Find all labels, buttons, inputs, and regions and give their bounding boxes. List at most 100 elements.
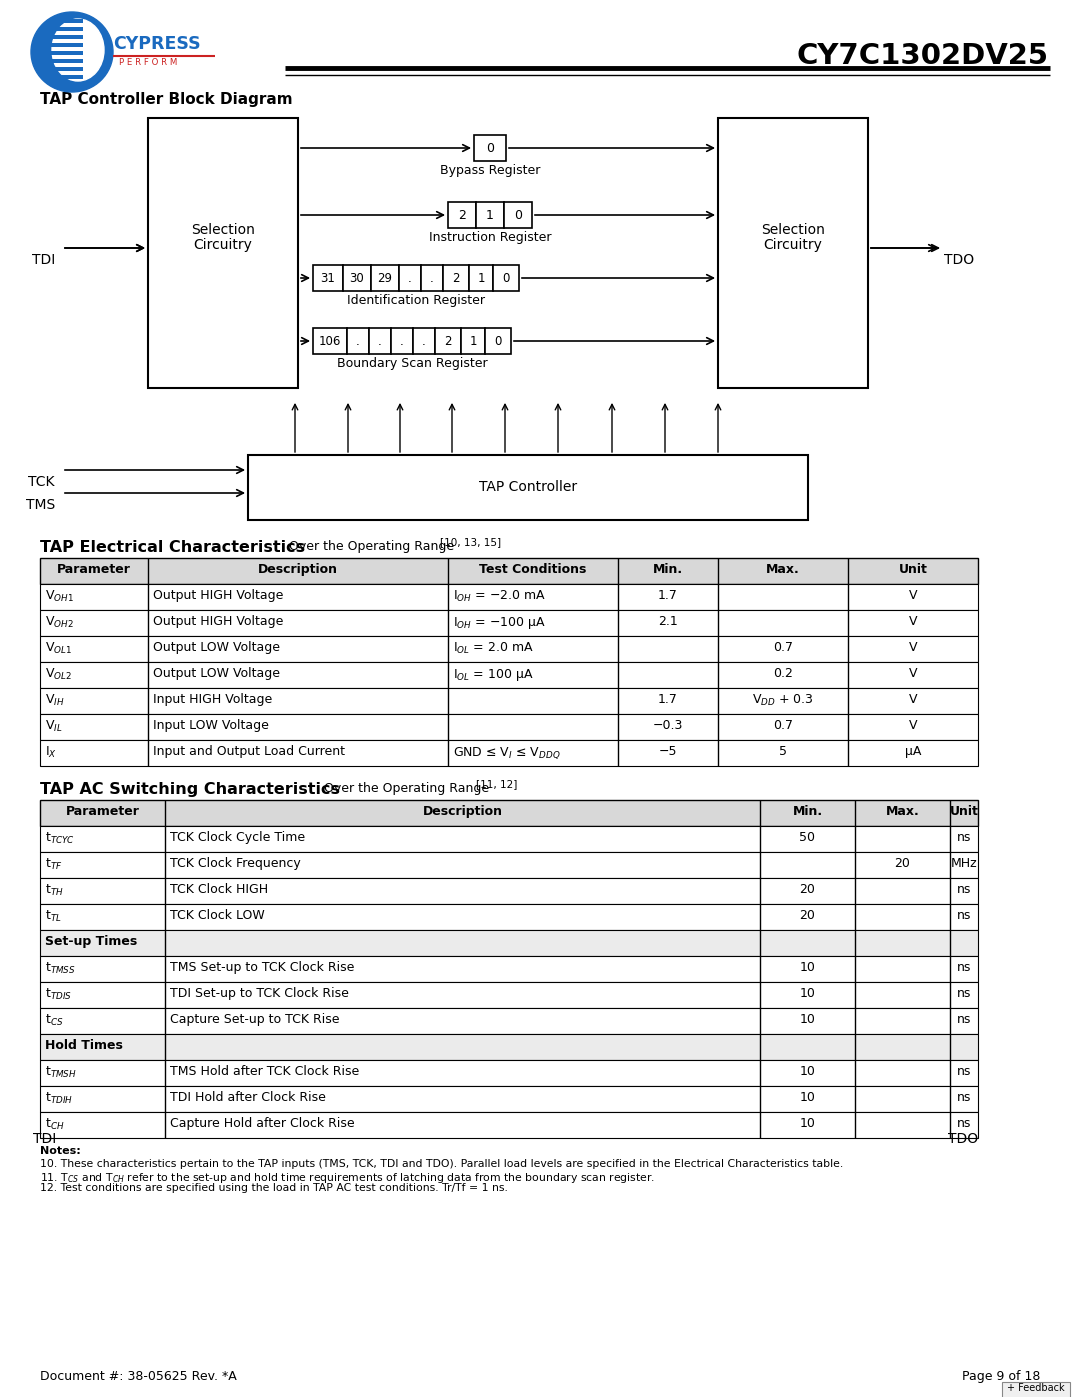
Text: 0: 0 [502,272,510,285]
Bar [40,610,978,636]
Bar [148,117,298,388]
Text: 1.7: 1.7 [658,693,678,705]
Text: 30: 30 [350,272,364,285]
Text: V: V [908,693,917,705]
Bar [48,20,83,22]
Text: 50: 50 [799,831,815,844]
Bar [48,43,83,47]
Text: TDO: TDO [944,253,974,267]
Text: V$_{OL1}$: V$_{OL1}$ [45,641,72,657]
Text: TAP Electrical Characteristics: TAP Electrical Characteristics [40,541,306,555]
Text: TCK Clock LOW: TCK Clock LOW [170,909,265,922]
Bar [313,265,343,291]
Text: Selection: Selection [191,224,255,237]
Bar [48,59,83,63]
Text: Over the Operating Range: Over the Operating Range [320,782,494,795]
Text: .: . [400,335,404,348]
Text: TDI Set-up to TCK Clock Rise: TDI Set-up to TCK Clock Rise [170,988,349,1000]
Text: Hold Times: Hold Times [45,1039,123,1052]
Text: TMS Set-up to TCK Clock Rise: TMS Set-up to TCK Clock Rise [170,961,354,974]
Bar [40,930,978,956]
Text: P E R F O R M: P E R F O R M [119,59,177,67]
Bar [448,203,476,228]
Text: μA: μA [905,745,921,759]
Text: t$_{TMSH}$: t$_{TMSH}$ [45,1065,77,1080]
Text: Notes:: Notes: [40,1146,81,1155]
Bar [372,265,399,291]
Text: t$_{TCYC}$: t$_{TCYC}$ [45,831,75,847]
Text: ns: ns [957,1118,971,1130]
Bar [347,328,369,353]
Bar [40,1112,978,1139]
Text: 10. These characteristics pertain to the TAP inputs (TMS, TCK, TDI and TDO). Par: 10. These characteristics pertain to the… [40,1160,843,1169]
Text: Over the Operating Range: Over the Operating Range [285,541,458,553]
Text: Capture Set-up to TCK Rise: Capture Set-up to TCK Rise [170,1013,339,1025]
Text: 10: 10 [799,1091,815,1104]
Text: ns: ns [957,831,971,844]
Bar [391,328,413,353]
Text: t$_{CH}$: t$_{CH}$ [45,1118,65,1132]
Text: TDI: TDI [32,1132,56,1146]
Text: Circuitry: Circuitry [764,237,823,251]
Text: TCK Clock Frequency: TCK Clock Frequency [170,856,300,870]
Text: Unit: Unit [899,563,928,576]
Bar [369,328,391,353]
Text: TDI Hold after Clock Rise: TDI Hold after Clock Rise [170,1091,326,1104]
Text: .: . [378,335,382,348]
Text: 0: 0 [514,210,522,222]
Text: 2: 2 [458,210,465,222]
Text: Identification Register: Identification Register [347,293,485,307]
Bar [461,328,485,353]
Text: ns: ns [957,1013,971,1025]
Text: 10: 10 [799,988,815,1000]
Text: TCK Clock HIGH: TCK Clock HIGH [170,883,268,895]
Text: t$_{CS}$: t$_{CS}$ [45,1013,64,1028]
Text: Parameter: Parameter [57,563,131,576]
Text: t$_{TDIH}$: t$_{TDIH}$ [45,1091,73,1106]
Text: Test Conditions: Test Conditions [480,563,586,576]
Text: Output HIGH Voltage: Output HIGH Voltage [153,590,283,602]
Text: Unit: Unit [949,805,978,819]
Text: .: . [422,335,426,348]
Text: t$_{TF}$: t$_{TF}$ [45,856,63,872]
Text: 0.7: 0.7 [773,641,793,654]
Text: 10: 10 [799,1118,815,1130]
Bar [48,67,83,71]
Text: Document #: 38-05625 Rev. *A: Document #: 38-05625 Rev. *A [40,1370,237,1383]
Text: CY7C1302DV25: CY7C1302DV25 [796,42,1048,70]
Text: + Feedback: + Feedback [1008,1383,1065,1393]
Text: Instruction Register: Instruction Register [429,231,551,244]
Text: V: V [908,615,917,629]
Text: I$_{OL}$ = 2.0 mA: I$_{OL}$ = 2.0 mA [453,641,534,657]
Text: 12. Test conditions are specified using the load in TAP AC test conditions. Tr/T: 12. Test conditions are specified using … [40,1183,508,1193]
Bar [48,52,83,54]
Text: GND ≤ V$_{I}$ ≤ V$_{DDQ}$: GND ≤ V$_{I}$ ≤ V$_{DDQ}$ [453,745,561,761]
Text: V$_{DD}$ + 0.3: V$_{DD}$ + 0.3 [752,693,814,708]
Text: Capture Hold after Clock Rise: Capture Hold after Clock Rise [170,1118,354,1130]
Bar [40,877,978,904]
Text: 0.7: 0.7 [773,719,793,732]
Text: 0: 0 [495,335,502,348]
Text: V$_{OH2}$: V$_{OH2}$ [45,615,73,630]
Text: 1: 1 [486,210,494,222]
Text: Max.: Max. [886,805,919,819]
Ellipse shape [52,20,104,81]
Text: I$_{OL}$ = 100 μA: I$_{OL}$ = 100 μA [453,666,534,683]
Text: I$_{OH}$ = −2.0 mA: I$_{OH}$ = −2.0 mA [453,590,546,604]
Text: 2.1: 2.1 [658,615,678,629]
Bar [1002,1382,1070,1397]
Text: MHz: MHz [950,856,977,870]
Text: 20: 20 [799,883,815,895]
Bar [248,455,808,520]
Bar [504,203,532,228]
Text: V: V [908,641,917,654]
Text: Input and Output Load Current: Input and Output Load Current [153,745,345,759]
Text: −0.3: −0.3 [652,719,684,732]
Text: V: V [908,666,917,680]
Text: 1: 1 [477,272,485,285]
Text: V: V [908,590,917,602]
Bar [413,328,435,353]
Bar [313,328,347,353]
Bar [40,826,978,852]
Bar [492,265,519,291]
